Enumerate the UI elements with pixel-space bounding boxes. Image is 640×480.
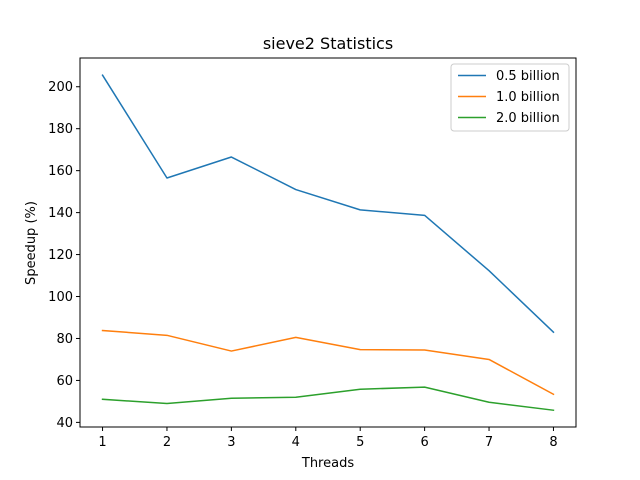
legend-label-3: 2.0 billion bbox=[496, 111, 560, 126]
y-tick-label: 200 bbox=[48, 80, 73, 95]
chart-title: sieve2 Statistics bbox=[263, 34, 393, 53]
legend-label-2: 1.0 billion bbox=[496, 90, 560, 105]
x-tick-label: 1 bbox=[98, 435, 106, 450]
y-tick-label: 180 bbox=[48, 122, 73, 137]
x-tick-label: 5 bbox=[356, 435, 364, 450]
x-axis-label: Threads bbox=[301, 456, 354, 471]
y-axis-label: Speedup (%) bbox=[24, 201, 39, 285]
x-tick-label: 4 bbox=[292, 435, 300, 450]
y-tick-label: 60 bbox=[56, 374, 73, 389]
y-axis: 40 60 80 100 120 140 160 180 200 bbox=[48, 80, 80, 431]
x-tick-label: 2 bbox=[163, 435, 171, 450]
legend-label-1: 0.5 billion bbox=[496, 69, 560, 84]
x-tick-label: 8 bbox=[549, 435, 557, 450]
series-line-2 bbox=[101, 329, 555, 396]
legend-box bbox=[450, 63, 570, 132]
y-tick-label: 100 bbox=[48, 290, 73, 305]
y-tick-label: 40 bbox=[56, 416, 73, 431]
y-tick-label: 80 bbox=[56, 332, 73, 347]
x-tick-label: 3 bbox=[227, 435, 235, 450]
series-line-3 bbox=[101, 386, 555, 412]
series-line-1 bbox=[101, 74, 555, 334]
legend: 0.5 billion 1.0 billion 2.0 billion bbox=[450, 63, 570, 132]
x-axis: 1 2 3 4 5 6 7 8 bbox=[98, 427, 558, 450]
plot-frame bbox=[79, 57, 577, 428]
x-tick-label: 7 bbox=[485, 435, 493, 450]
x-tick-label: 6 bbox=[420, 435, 428, 450]
plot-area bbox=[101, 74, 555, 412]
y-tick-label: 140 bbox=[48, 206, 73, 221]
y-tick-label: 120 bbox=[48, 248, 73, 263]
y-tick-label: 160 bbox=[48, 164, 73, 179]
